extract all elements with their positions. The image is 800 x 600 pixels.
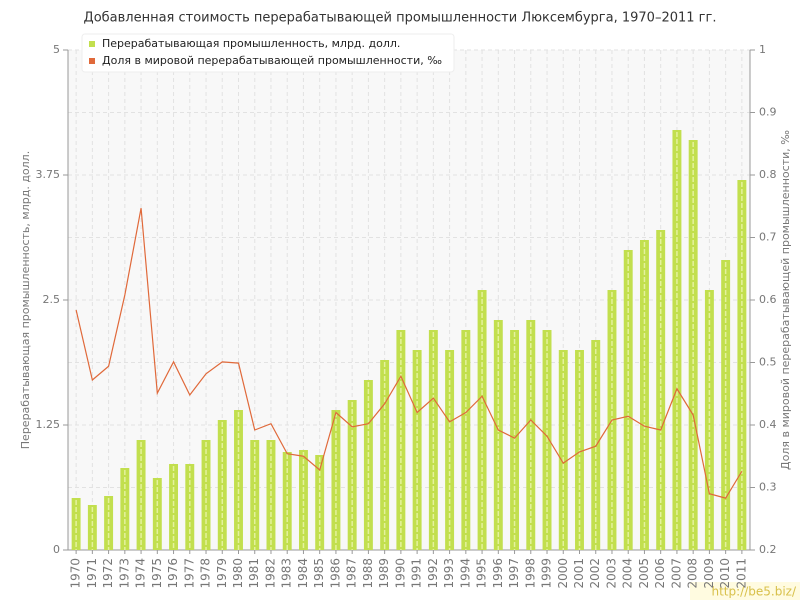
watermark: http://be5.biz/ — [711, 585, 796, 599]
y-tick-label: 0 — [53, 543, 60, 556]
x-tick-label: 1970 — [69, 558, 83, 589]
x-tick-label: 1979 — [215, 558, 229, 589]
y2-axis-title: Доля в мировой перерабатывающей промышле… — [779, 130, 792, 470]
x-tick-label: 1994 — [458, 558, 472, 589]
legend-box — [81, 33, 455, 73]
x-tick-label: 2004 — [621, 558, 635, 589]
y-tick-label: 2.5 — [43, 293, 61, 306]
bar — [185, 464, 195, 550]
x-tick-label: 1977 — [182, 558, 196, 589]
y2-tick-label: 0.5 — [759, 356, 777, 369]
x-tick-label: 1991 — [410, 558, 424, 589]
y-tick-label: 1.25 — [36, 418, 61, 431]
y-axis-title: Перерабатывающая промышленность, млрд. д… — [19, 151, 32, 449]
y2-tick-label: 0.9 — [759, 106, 777, 119]
x-tick-label: 1973 — [117, 558, 131, 589]
x-tick-label: 1974 — [134, 558, 148, 589]
y2-tick-label: 0.4 — [759, 418, 777, 431]
line — [75, 208, 743, 499]
x-tick-label: 1992 — [426, 558, 440, 589]
x-tick-label: 1990 — [393, 558, 407, 589]
y2-tick-label: 0.6 — [759, 293, 777, 306]
y2-tick-label: 0.2 — [759, 543, 777, 556]
y-tick-label: 5 — [53, 43, 60, 56]
bar — [152, 478, 162, 550]
bar — [639, 240, 649, 550]
x-tick-label: 1986 — [328, 558, 342, 589]
legend-label: Перерабатывающая промышленность, млрд. д… — [102, 37, 400, 50]
x-tick-label: 2006 — [653, 558, 667, 589]
x-tick-label: 2002 — [588, 558, 602, 589]
y-tick-label: 3.75 — [36, 168, 61, 181]
x-tick-label: 1993 — [442, 558, 456, 589]
legend: Перерабатывающая промышленность, млрд. д… — [81, 33, 455, 73]
x-tick-label: 1999 — [540, 558, 554, 589]
x-tick-label: 1982 — [263, 558, 277, 589]
bar — [363, 380, 373, 550]
y2-tick-label: 1 — [759, 43, 766, 56]
y2-tick-label: 0.3 — [759, 481, 777, 494]
x-tick-label: 1984 — [296, 558, 310, 589]
x-tick-label: 1998 — [523, 558, 537, 589]
legend-swatch — [89, 41, 95, 47]
bar — [298, 450, 308, 550]
legend-label: Доля в мировой перерабатывающей промышле… — [102, 54, 442, 67]
x-tick-label: 1997 — [507, 558, 521, 589]
x-tick-label: 2003 — [604, 558, 618, 589]
x-tick-label: 2000 — [556, 558, 570, 589]
x-tick-label: 1975 — [150, 558, 164, 589]
x-tick-label: 1995 — [475, 558, 489, 589]
x-tick-label: 1980 — [231, 558, 245, 589]
x-tick-label: 1971 — [85, 558, 99, 589]
x-tick-label: 2011 — [734, 558, 748, 589]
x-tick-label: 1987 — [345, 558, 359, 589]
x-tick-label: 2007 — [669, 558, 683, 589]
x-tick-label: 2009 — [702, 558, 716, 589]
legend-swatch — [89, 58, 95, 64]
x-tick-label: 2001 — [572, 558, 586, 589]
y2-tick-label: 0.7 — [759, 231, 777, 244]
x-tick-label: 1978 — [199, 558, 213, 589]
x-tick-label: 1972 — [101, 558, 115, 589]
x-tick-label: 1996 — [491, 558, 505, 589]
x-tick-label: 1989 — [377, 558, 391, 589]
x-tick-label: 1981 — [247, 558, 261, 589]
x-tick-label: 1976 — [166, 558, 180, 589]
x-tick-label: 2005 — [637, 558, 651, 589]
bar — [169, 464, 179, 550]
x-tick-label: 1983 — [280, 558, 294, 589]
chart-title: Добавленная стоимость перерабатывающей п… — [84, 11, 717, 26]
y2-tick-label: 0.8 — [759, 168, 777, 181]
watermark-bg — [690, 582, 800, 600]
x-tick-label: 2010 — [718, 558, 732, 589]
x-tick-label: 1988 — [361, 558, 375, 589]
x-tick-label: 2008 — [686, 558, 700, 589]
x-tick-label: 1985 — [312, 558, 326, 589]
bar — [87, 505, 97, 550]
